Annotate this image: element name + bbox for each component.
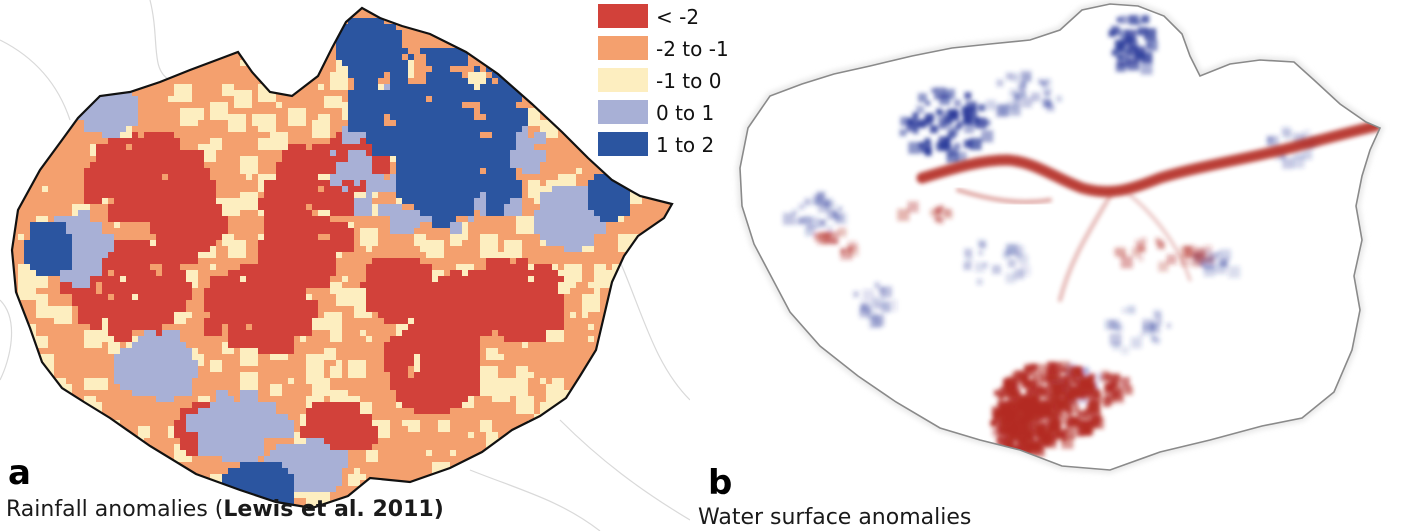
legend-label: 1 to 2 <box>656 133 715 157</box>
panel-water-surface-anomalies: b Water surface anomalies <box>690 0 1416 531</box>
legend-item: 1 to 2 <box>598 132 758 157</box>
basin-boundary <box>739 3 1382 471</box>
rainfall-anomaly-map <box>0 0 690 531</box>
panel-caption: Rainfall anomalies (Lewis et al. 2011) <box>6 499 444 521</box>
legend-label: 0 to 1 <box>656 101 715 125</box>
panel-letter: a <box>8 453 31 493</box>
legend-label: -1 to 0 <box>656 69 722 93</box>
caption-text: ) <box>433 497 444 522</box>
legend-item: 0 to 1 <box>598 100 758 125</box>
water-anomaly-field <box>740 4 1380 470</box>
rainfall-grid <box>12 8 672 508</box>
water-surface-anomaly-map <box>736 0 1384 474</box>
river-channel-anomaly <box>916 120 1380 302</box>
legend-item: < -2 <box>598 4 758 29</box>
panel-caption: Water surface anomalies <box>698 505 972 530</box>
legend-item: -1 to 0 <box>598 68 758 93</box>
legend-label: < -2 <box>656 5 700 29</box>
legend-item: -2 to -1 <box>598 36 758 61</box>
panel-rainfall-anomalies: < -2 -2 to -1 -1 to 0 0 to 1 1 to 2 a Ra… <box>0 0 729 531</box>
legend-swatch <box>598 132 648 156</box>
panel-letter: b <box>708 463 733 503</box>
legend-label: -2 to -1 <box>656 37 729 61</box>
legend: < -2 -2 to -1 -1 to 0 0 to 1 1 to 2 <box>598 4 758 164</box>
caption-text: Rainfall anomalies ( <box>6 497 224 522</box>
basin-boundary <box>10 6 674 510</box>
caption-citation: Lewis et al. 2011 <box>223 497 434 522</box>
legend-swatch <box>598 68 648 92</box>
legend-swatch <box>598 4 648 28</box>
legend-swatch <box>598 100 648 124</box>
legend-swatch <box>598 36 648 60</box>
